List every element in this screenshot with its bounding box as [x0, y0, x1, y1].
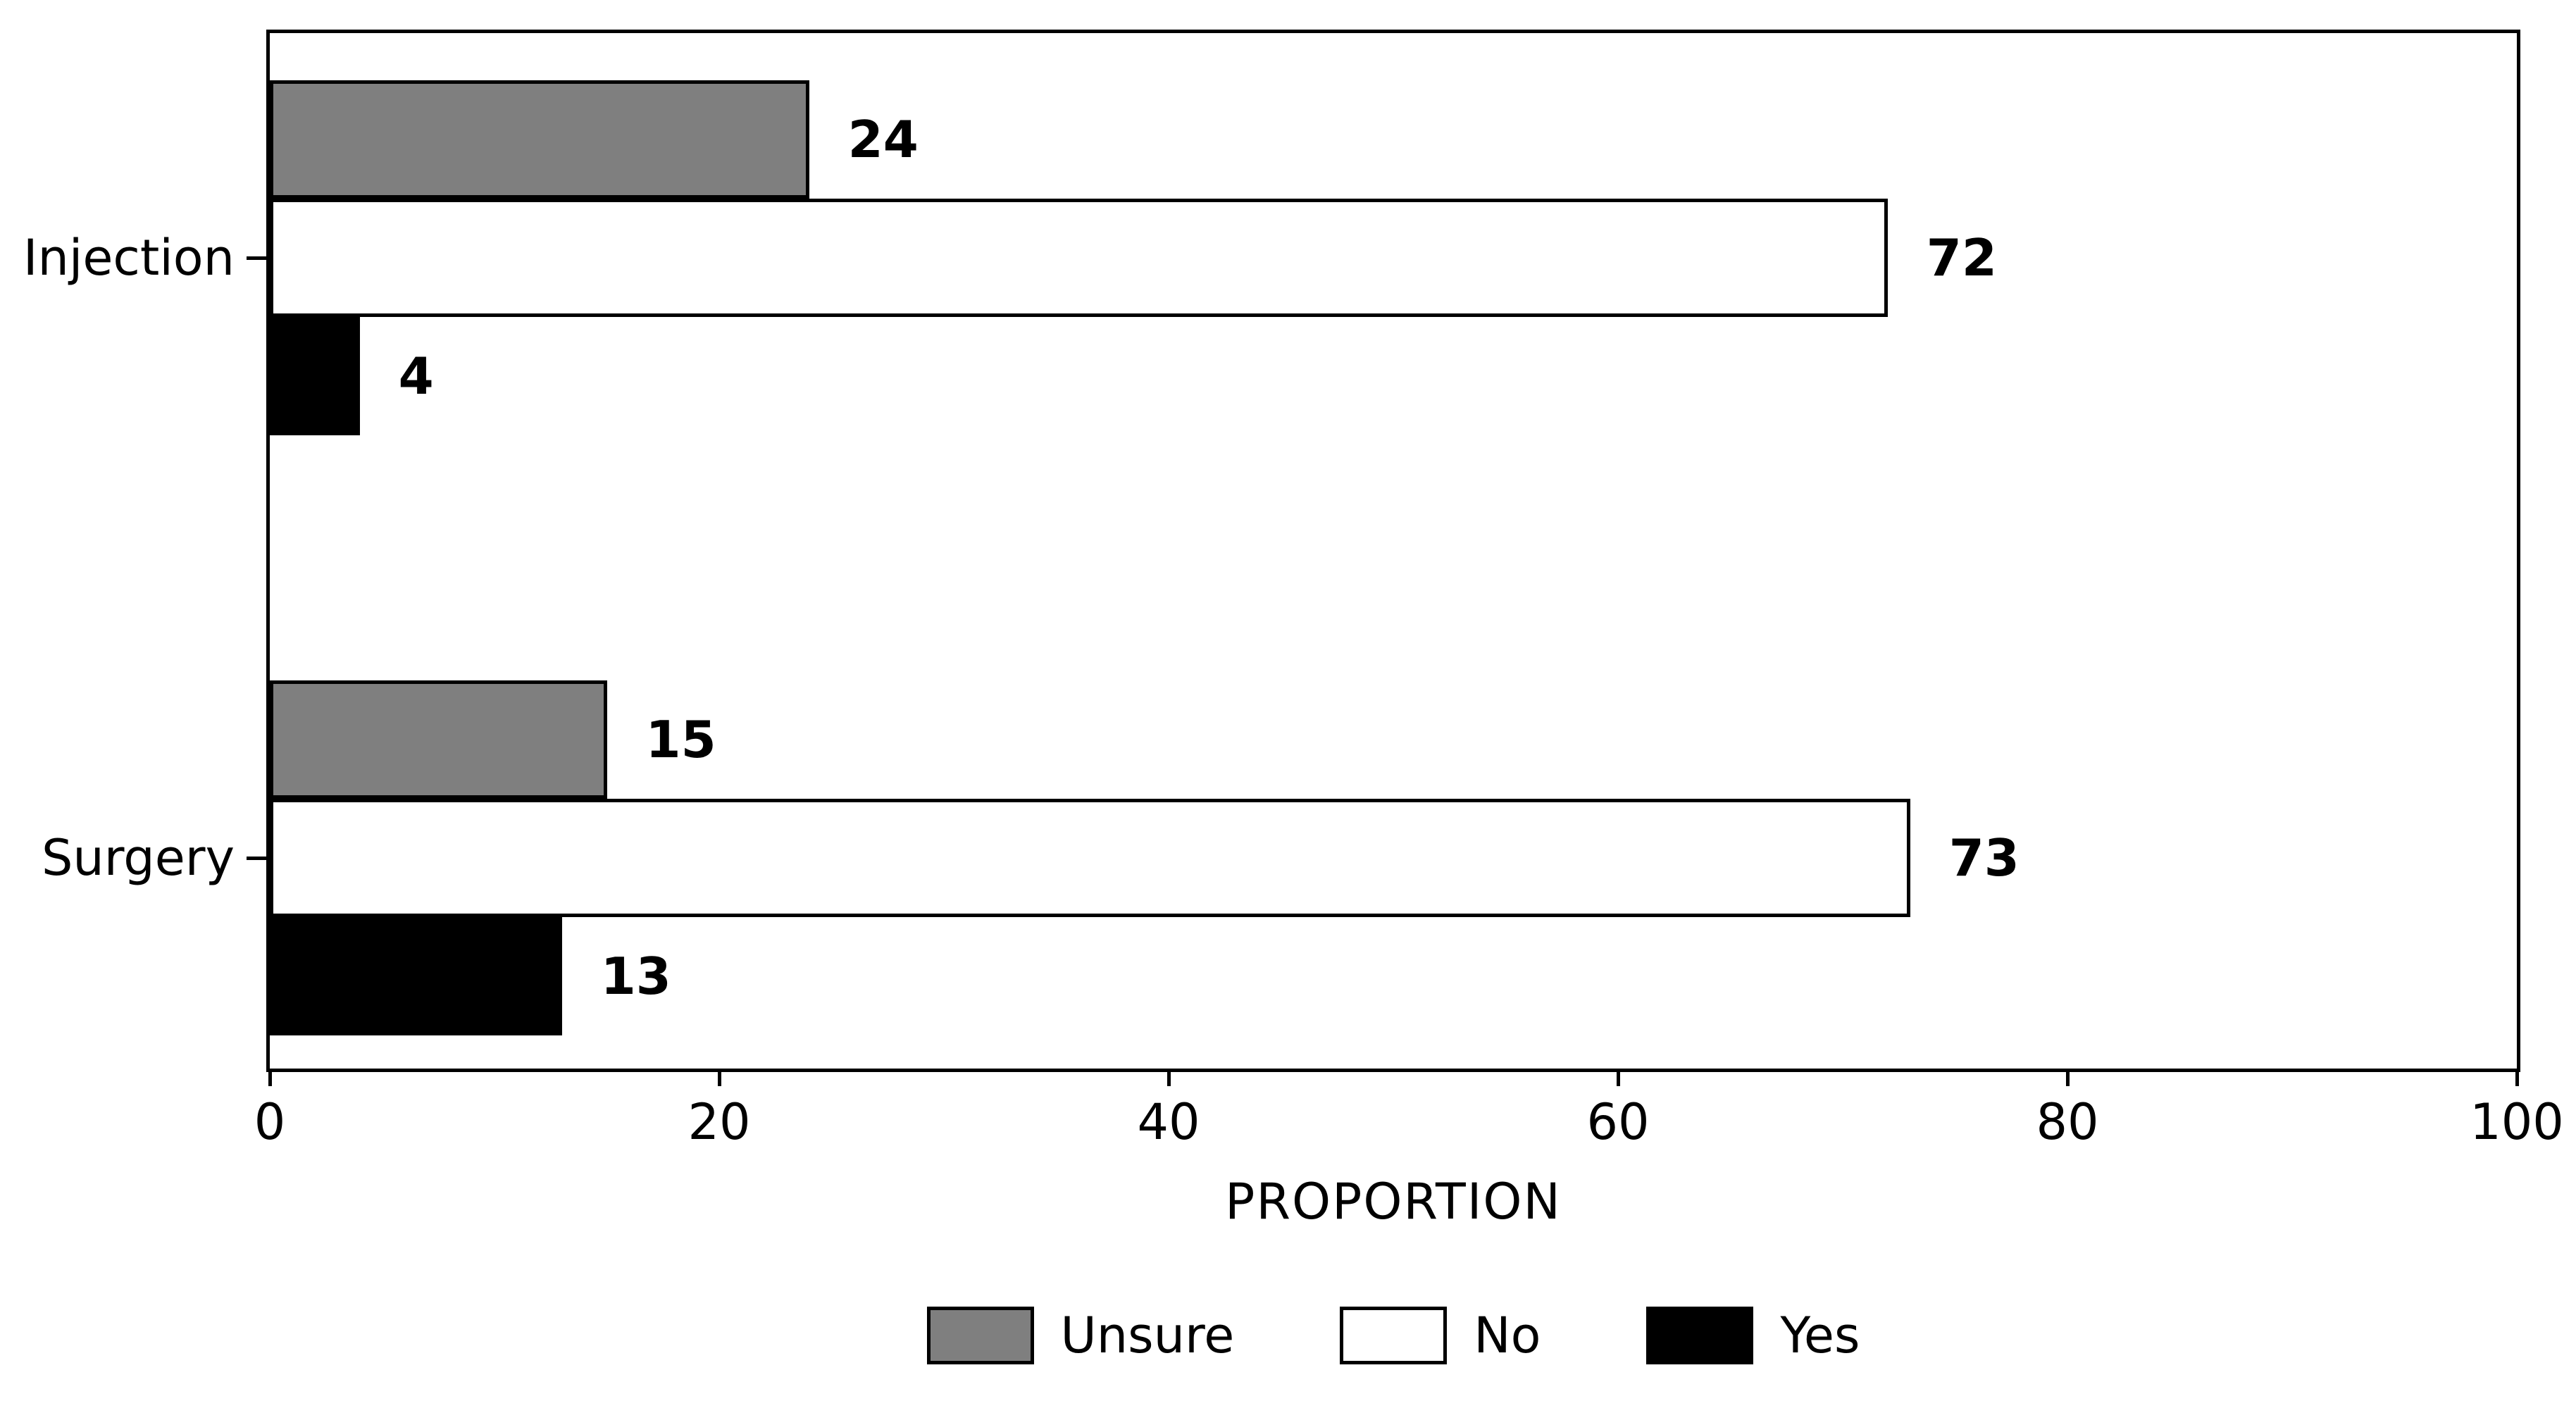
y-tick-mark — [247, 256, 266, 260]
legend-swatch-unsure — [926, 1307, 1034, 1364]
legend-item-no: No — [1340, 1307, 1541, 1364]
legend-swatch-yes — [1646, 1307, 1754, 1364]
x-tick-mark — [2066, 1072, 2070, 1086]
bar-surgery-no — [270, 799, 1910, 917]
plot-area: 24 72 4 15 73 13 — [266, 30, 2520, 1072]
x-tick-label-0: 0 — [254, 1093, 286, 1151]
bar-injection-yes — [270, 317, 360, 435]
legend-item-label: Unsure — [1060, 1307, 1235, 1364]
legend-item-yes: Yes — [1646, 1307, 1860, 1364]
bar-value-label-injection-no: 72 — [1926, 228, 1997, 287]
bar-value-label-surgery-no: 73 — [1948, 828, 2020, 888]
x-tick-label-40: 40 — [1137, 1093, 1200, 1151]
bar-surgery-yes — [270, 917, 562, 1035]
bar-surgery-unsure — [270, 680, 607, 799]
legend-item-unsure: Unsure — [926, 1307, 1235, 1364]
y-category-label-surgery: Surgery — [41, 829, 235, 887]
legend-item-label: Yes — [1780, 1307, 1860, 1364]
bar-value-label-injection-unsure: 24 — [847, 110, 919, 169]
x-tick-mark — [1167, 1072, 1171, 1086]
x-tick-mark — [2515, 1072, 2519, 1086]
legend: Unsure No Yes — [266, 1307, 2520, 1364]
bar-injection-unsure — [270, 80, 809, 199]
y-tick-mark — [247, 857, 266, 860]
x-tick-mark — [718, 1072, 721, 1086]
x-tick-label-100: 100 — [2470, 1093, 2564, 1151]
y-category-label-injection: Injection — [23, 229, 235, 287]
legend-item-label: No — [1474, 1307, 1541, 1364]
x-tick-label-20: 20 — [687, 1093, 751, 1151]
x-tick-mark — [268, 1072, 272, 1086]
bar-value-label-surgery-yes: 13 — [600, 947, 671, 1006]
x-tick-label-60: 60 — [1586, 1093, 1650, 1151]
x-tick-label-80: 80 — [2036, 1093, 2099, 1151]
bar-value-label-surgery-unsure: 15 — [645, 710, 716, 769]
bar-injection-no — [270, 199, 1888, 317]
bar-value-label-injection-yes: 4 — [398, 347, 434, 406]
x-axis-label: PROPORTION — [1225, 1173, 1562, 1231]
legend-swatch-no — [1340, 1307, 1448, 1364]
x-tick-mark — [1617, 1072, 1620, 1086]
